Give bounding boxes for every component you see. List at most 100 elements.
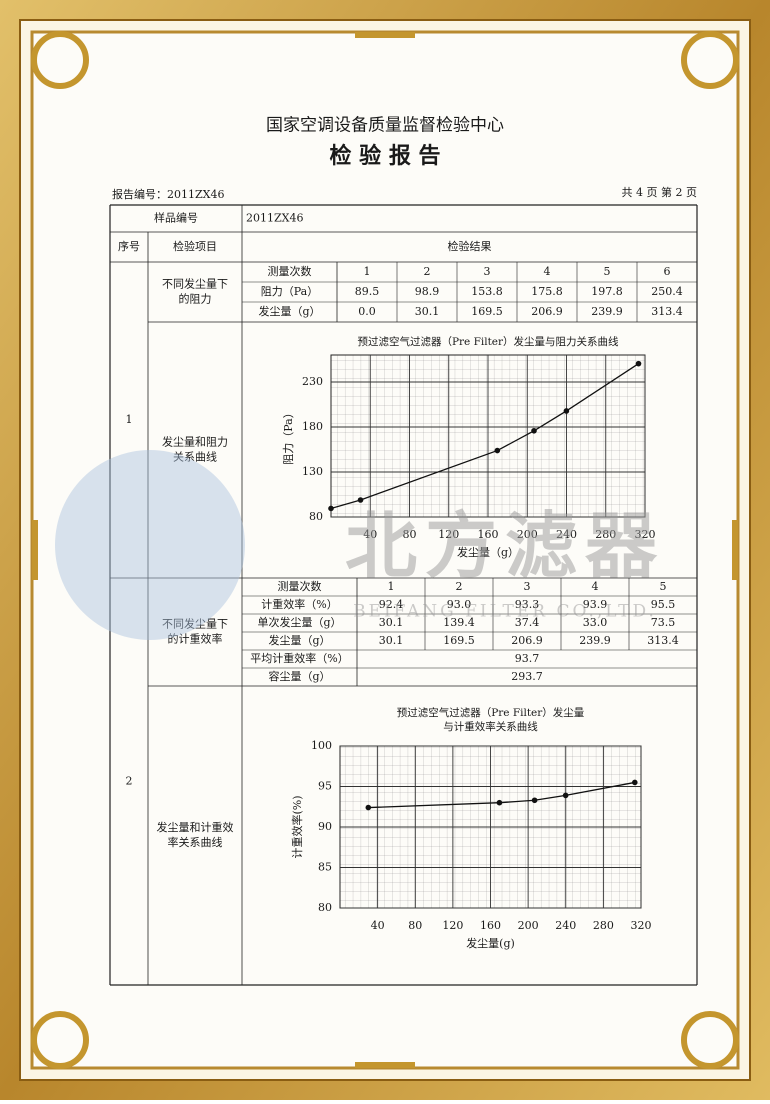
cell-value: 197.8: [591, 285, 623, 298]
y-tick-label: 130: [302, 465, 323, 478]
y-tick-label: 230: [302, 375, 323, 388]
x-tick-label: 80: [408, 919, 422, 932]
x-tick-label: 280: [595, 528, 616, 541]
cell-value: 93.3: [515, 598, 540, 611]
cell-value: 37.4: [515, 616, 540, 629]
y-axis-label: 阻力（Pa）: [282, 407, 295, 464]
y-tick-label: 90: [318, 820, 332, 833]
row-label: 阻力（Pa）: [261, 285, 318, 298]
cell-value: 93.7: [515, 652, 540, 665]
cell-value: 2: [424, 265, 431, 278]
cell-value: 6: [664, 265, 671, 278]
y-tick-label: 100: [311, 739, 332, 752]
data-point: [635, 360, 642, 367]
data-point: [357, 497, 364, 503]
data-point: [496, 799, 503, 806]
item-name: 不同发尘量下: [162, 277, 228, 291]
cell-value: 4: [544, 265, 551, 278]
page-number: 共 4 页 第 2 页: [622, 185, 697, 199]
cell-value: 2: [456, 580, 463, 593]
row-label: 发尘量（g）: [268, 633, 330, 647]
row-label: 发尘量（g）: [258, 304, 320, 318]
cell-value: 95.5: [651, 598, 676, 611]
data-point: [531, 797, 538, 804]
x-tick-label: 80: [403, 528, 417, 541]
title: 国家空调设备质量监督检验中心: [266, 116, 504, 136]
cell-value: 169.5: [443, 634, 475, 647]
cell-value: 4: [592, 580, 599, 593]
row-label: 单次发尘量（g）: [257, 615, 341, 629]
cell-value: 175.8: [531, 285, 563, 298]
report-no: 报告编号：2011ZX46: [112, 187, 224, 201]
x-tick-label: 200: [518, 919, 539, 932]
column-header: 序号: [118, 239, 140, 253]
item-name: 不同发尘量下: [162, 617, 228, 631]
x-tick-label: 120: [438, 528, 459, 541]
cell-value: 5: [604, 265, 611, 278]
x-tick-label: 240: [555, 919, 576, 932]
cell-value: 206.9: [511, 634, 543, 647]
data-point: [365, 804, 372, 811]
cell-value: 139.4: [443, 616, 475, 629]
cell-value: 1: [364, 265, 371, 278]
y-tick-label: 80: [309, 510, 323, 523]
item-name: 发尘量和阻力: [162, 435, 228, 449]
cell-value: 169.5: [471, 305, 503, 318]
item-name: 的计重效率: [168, 632, 223, 646]
x-tick-label: 160: [480, 919, 501, 932]
x-tick-label: 280: [593, 919, 614, 932]
chart-title: 预过滤空气过滤器（Pre Filter）发尘量: [397, 706, 585, 719]
x-tick-label: 320: [631, 919, 652, 932]
x-tick-label: 240: [556, 528, 577, 541]
row-label: 测量次数: [278, 579, 322, 593]
x-tick-label: 120: [442, 919, 463, 932]
y-tick-label: 80: [318, 901, 332, 914]
watermark-logo: [55, 450, 245, 640]
data-point: [631, 779, 638, 786]
y-tick-label: 85: [318, 861, 332, 874]
cell-value: 3: [524, 580, 531, 593]
y-axis-label: 计重效率(%): [290, 795, 304, 858]
x-axis-label: 发尘量(g): [466, 936, 515, 950]
y-tick-label: 95: [318, 780, 332, 793]
data-point: [563, 408, 570, 414]
x-tick-label: 40: [363, 528, 377, 541]
data-point: [494, 447, 501, 454]
y-tick-label: 180: [302, 420, 323, 433]
label: 样品编号: [154, 211, 198, 225]
data-line: [330, 363, 639, 510]
row-label: 测量次数: [268, 264, 312, 278]
item-name: 关系曲线: [173, 450, 217, 464]
cell-value: 93.9: [583, 598, 608, 611]
row-label: 计重效率（%）: [261, 597, 337, 611]
cell-value: 89.5: [355, 285, 380, 298]
x-tick-label: 200: [517, 528, 538, 541]
data-point: [562, 792, 569, 799]
cell-value: 239.9: [579, 634, 611, 647]
cell-value: 30.1: [379, 634, 404, 647]
chart-title: 预过滤空气过滤器（Pre Filter）发尘量与阻力关系曲线: [357, 335, 619, 348]
item-name: 发尘量和计重效: [157, 820, 234, 834]
x-tick-label: 320: [635, 528, 656, 541]
cell-value: 73.5: [651, 616, 676, 629]
column-header: 检验结果: [448, 239, 492, 253]
corner-ornaments: [31, 31, 739, 1069]
x-tick-label: 160: [478, 528, 499, 541]
item-name: 的阻力: [179, 292, 212, 306]
section-no: 1: [126, 413, 133, 426]
section-no: 2: [126, 775, 133, 788]
item-name: 率关系曲线: [168, 835, 223, 849]
cell-value: 5: [660, 580, 667, 593]
cell-value: 30.1: [379, 616, 404, 629]
cell-value: 33.0: [583, 616, 608, 629]
cell-value: 293.7: [511, 670, 543, 683]
column-header: 检验项目: [173, 239, 217, 253]
cell-value: 92.4: [379, 598, 404, 611]
row-label: 容尘量（g）: [268, 669, 330, 683]
subtitle: 检 验 报 告: [330, 143, 441, 169]
cell-value: 313.4: [647, 634, 679, 647]
data-point: [531, 427, 537, 434]
cell-value: 3: [484, 265, 491, 278]
cell-value: 93.0: [447, 598, 472, 611]
cell-value: 206.9: [531, 305, 563, 318]
